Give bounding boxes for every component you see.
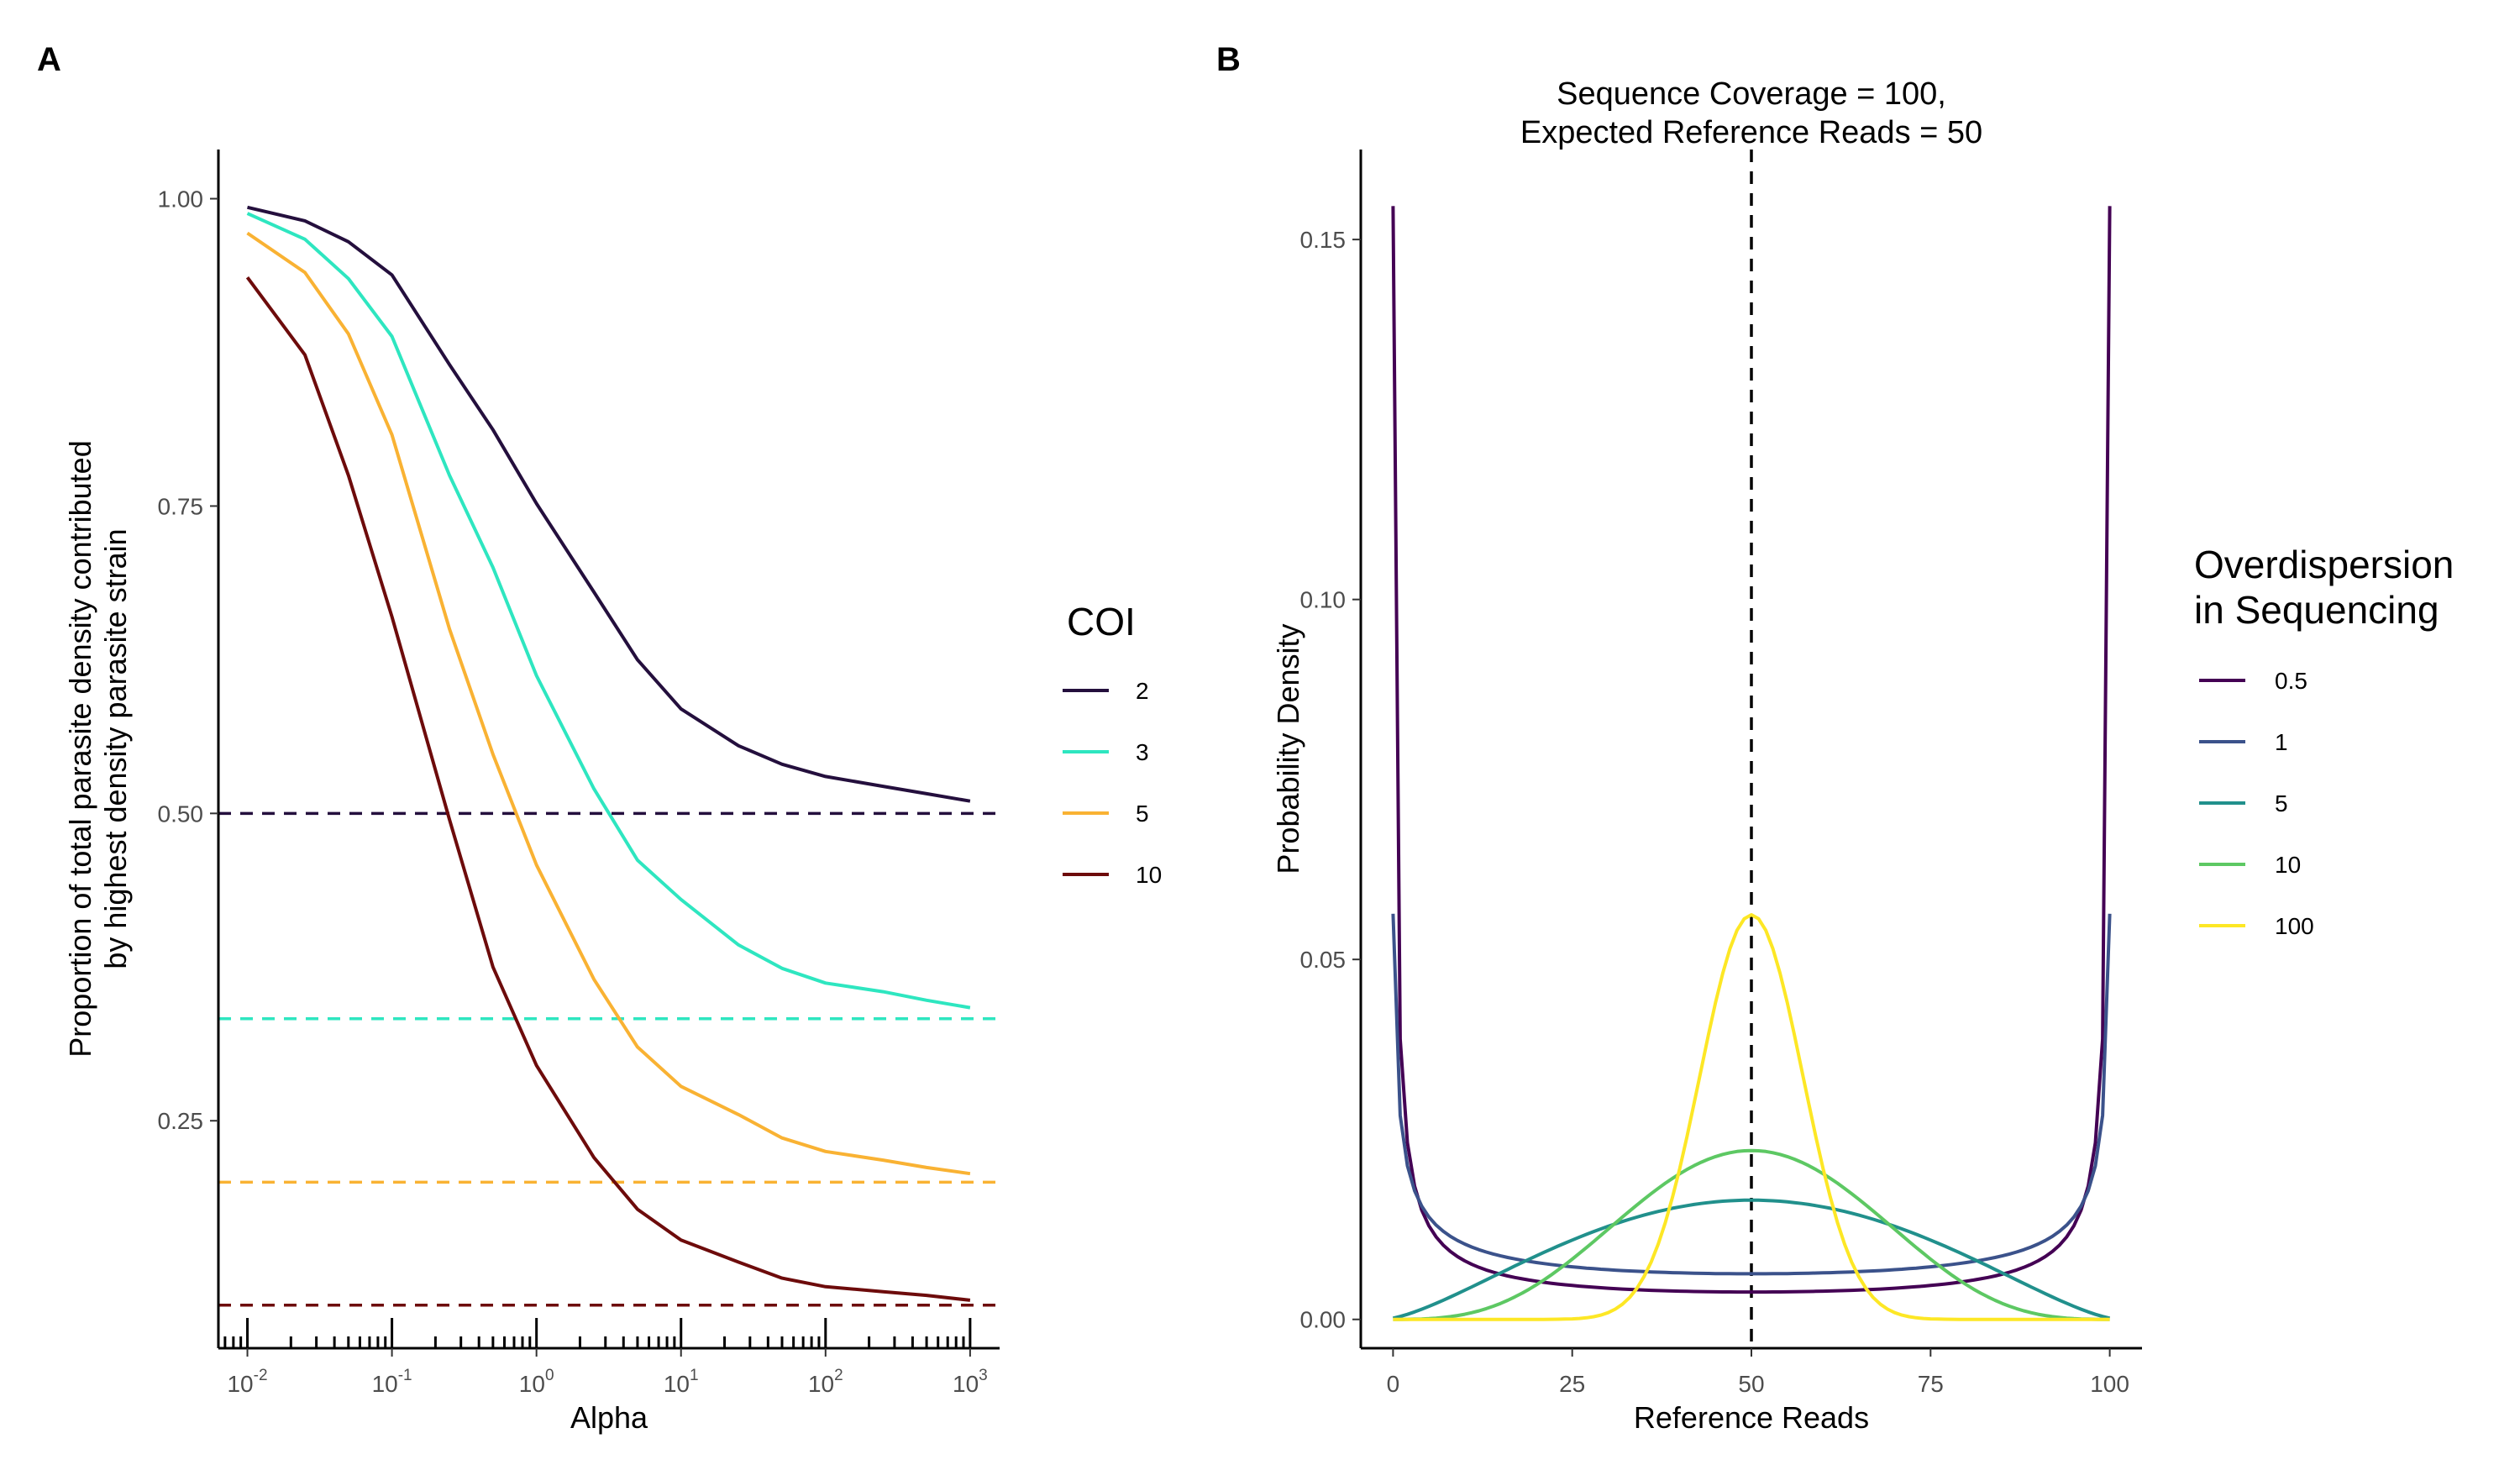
density-line-od-1 (1391, 913, 2112, 1276)
y-tick-label: 0.15 (1300, 227, 1347, 253)
legend-b-title: Overdispersion in Sequencing (2194, 543, 2454, 632)
series-line-coi-3 (246, 212, 971, 1010)
density-line-od-5 (1392, 1198, 2111, 1320)
x-tick-label: 10-2 (227, 1367, 267, 1397)
panel-b-y-axis-title: Probability Density (1271, 623, 1305, 874)
x-tick-label: 25 (1559, 1371, 1585, 1397)
series-line-coi-2 (247, 205, 971, 803)
x-tick-label: 0 (1387, 1371, 1400, 1397)
legend-a-label: 10 (1136, 862, 1162, 888)
legend-b-label: 10 (2275, 852, 2301, 878)
y-tick-label: 1.00 (158, 186, 204, 213)
panel-b-legend: Overdispersion in Sequencing 0.5 1 5 10 100 (2194, 543, 2454, 939)
density-line-od-100 (1393, 913, 2110, 1321)
series-line-coi-5 (246, 231, 971, 1176)
series-line-coi-10 (245, 276, 971, 1302)
y-tick-label: 0.00 (1300, 1307, 1347, 1333)
y-tick-label: 0.10 (1300, 587, 1347, 613)
panel-b-title: Sequence Coverage = 100, Expected Referen… (1520, 76, 1982, 150)
legend-a-label: 5 (1136, 801, 1149, 827)
panel-b-x-ticks: 0 25 50 75 100 (1387, 1348, 2129, 1397)
x-tick-label: 101 (664, 1367, 699, 1397)
panel-a-legend: COI 2 3 5 10 (1063, 600, 1162, 888)
panel-b-chart: Sequence Coverage = 100, Expected Referen… (1271, 76, 2454, 1435)
panel-a-series-lines (245, 205, 971, 1302)
density-line-od-10 (1393, 1148, 2110, 1321)
panel-a-axes (217, 150, 1000, 1350)
panel-a-x-axis-title: Alpha (570, 1400, 648, 1435)
panel-a-y-ticks: 0.25 0.50 0.75 1.00 (158, 186, 218, 1134)
legend-a-title: COI (1067, 600, 1136, 643)
x-tick-label: 103 (953, 1367, 988, 1397)
panel-b-series-lines (1391, 206, 2112, 1321)
x-tick-label: 100 (519, 1367, 554, 1397)
panel-a-chart: 10-2 10-1 100 101 102 103 0.250.500.751.00 Al… (63, 150, 1162, 1435)
y-tick-label: 0.75 (158, 493, 204, 519)
x-tick-label: 75 (1918, 1371, 1944, 1397)
y-tick-label: 0.25 (158, 1108, 204, 1134)
legend-b-label: 5 (2275, 790, 2288, 816)
y-tick-label: 0.05 (1300, 947, 1347, 973)
legend-b-label: 0.5 (2275, 668, 2307, 694)
x-tick-label: 100 (2090, 1371, 2129, 1397)
density-line-od-0.5 (1391, 206, 2112, 1294)
panel-a-reference-lines (218, 811, 1000, 1307)
panel-tag-b: B (1216, 41, 1241, 78)
panel-b-y-ticks: 0.00 0.05 0.10 0.15 (1300, 227, 1361, 1333)
panel-tag-a: A (37, 41, 61, 78)
y-tick-label: 0.50 (158, 801, 204, 827)
x-tick-label: 50 (1738, 1371, 1764, 1397)
legend-a-label: 3 (1136, 739, 1149, 765)
panel-a-x-ticks: 10-2 10-1 100 101 102 103 (223, 1318, 988, 1397)
legend-a-label: 2 (1136, 678, 1149, 704)
x-tick-label: 10-1 (372, 1367, 412, 1397)
x-tick-label: 102 (808, 1367, 843, 1397)
panel-a-y-axis-title: Proportion of total parasite density con… (63, 440, 133, 1057)
legend-b-label: 1 (2275, 729, 2288, 755)
legend-b-label: 100 (2275, 913, 2314, 939)
panel-b-x-axis-title: Reference Reads (1634, 1400, 1869, 1435)
